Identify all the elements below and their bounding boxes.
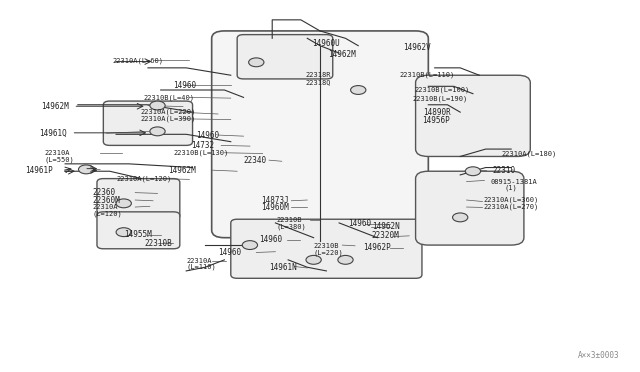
FancyBboxPatch shape <box>97 212 180 249</box>
Text: (L=380): (L=380) <box>276 223 307 230</box>
Circle shape <box>306 256 321 264</box>
Text: 22310A: 22310A <box>186 257 212 264</box>
Text: 14873J: 14873J <box>261 196 289 205</box>
Text: A××3±0003: A××3±0003 <box>578 350 620 359</box>
Text: 22310B: 22310B <box>276 217 302 223</box>
Circle shape <box>116 228 131 237</box>
Text: 22310A(L=360): 22310A(L=360) <box>484 197 539 203</box>
Text: 22318Q: 22318Q <box>306 79 332 85</box>
Text: 14960U: 14960U <box>312 39 340 48</box>
Text: 22310: 22310 <box>492 166 515 174</box>
Text: 14961P: 14961P <box>26 166 53 174</box>
Text: 14962N: 14962N <box>372 222 400 231</box>
Text: 22310B: 22310B <box>145 239 173 248</box>
Text: 22320M: 22320M <box>371 231 399 240</box>
Text: 14960M: 14960M <box>261 202 289 212</box>
Text: 14956P: 14956P <box>422 116 450 125</box>
Text: (L=220): (L=220) <box>314 249 344 256</box>
Circle shape <box>351 86 366 94</box>
Circle shape <box>79 165 94 174</box>
Text: 22310A(L=120): 22310A(L=120) <box>116 175 172 182</box>
Text: 22310B(L=190): 22310B(L=190) <box>412 96 468 102</box>
FancyBboxPatch shape <box>415 171 524 245</box>
Text: 22360M: 22360M <box>93 196 120 205</box>
Text: 14960: 14960 <box>173 81 196 90</box>
Text: 22310B(L=130): 22310B(L=130) <box>173 150 228 156</box>
Text: 14962M: 14962M <box>41 102 68 111</box>
FancyBboxPatch shape <box>212 31 428 238</box>
Text: 14732: 14732 <box>191 141 214 150</box>
Circle shape <box>248 58 264 67</box>
Text: 22310A(L=60): 22310A(L=60) <box>113 57 164 64</box>
Text: 14962M: 14962M <box>168 166 196 174</box>
Text: 14960: 14960 <box>196 131 219 140</box>
Text: 22340: 22340 <box>244 155 267 165</box>
Circle shape <box>452 213 468 222</box>
Text: 08915-1381A: 08915-1381A <box>491 179 538 185</box>
Text: 22310B(L=100): 22310B(L=100) <box>414 87 470 93</box>
Circle shape <box>116 199 131 208</box>
FancyBboxPatch shape <box>237 35 333 79</box>
Text: 22318R: 22318R <box>306 72 332 78</box>
Text: 14962P: 14962P <box>363 243 390 252</box>
Circle shape <box>338 256 353 264</box>
Text: (L=550): (L=550) <box>45 156 74 163</box>
Text: 22310B(L=40): 22310B(L=40) <box>143 94 195 101</box>
Text: 14961N: 14961N <box>269 263 297 272</box>
Text: 22310B: 22310B <box>314 243 339 249</box>
Circle shape <box>150 127 165 136</box>
Text: (L=110): (L=110) <box>186 264 216 270</box>
FancyBboxPatch shape <box>97 179 180 219</box>
Text: 22310A(L=220): 22310A(L=220) <box>140 109 196 115</box>
Text: 22310A(L=390): 22310A(L=390) <box>140 116 196 122</box>
Text: 14955M: 14955M <box>124 230 152 239</box>
Text: (1): (1) <box>505 185 518 191</box>
Text: 14961Q: 14961Q <box>40 129 67 138</box>
Text: 14890R: 14890R <box>423 108 451 117</box>
Text: 22310B(L=110): 22310B(L=110) <box>399 72 455 78</box>
Text: 22310A(L=270): 22310A(L=270) <box>484 204 539 210</box>
Text: 14960: 14960 <box>218 248 241 257</box>
Text: (L=120): (L=120) <box>93 211 122 217</box>
FancyBboxPatch shape <box>231 219 422 278</box>
Text: 22310A(L=180): 22310A(L=180) <box>502 150 557 157</box>
Text: 14962V: 14962V <box>403 43 431 52</box>
Text: 22360: 22360 <box>93 188 116 197</box>
Circle shape <box>150 101 165 110</box>
FancyBboxPatch shape <box>103 101 193 145</box>
Text: 22310A: 22310A <box>93 204 118 210</box>
Text: 14962M: 14962M <box>328 51 356 60</box>
Text: 14960: 14960 <box>259 235 283 244</box>
Circle shape <box>465 167 481 176</box>
Text: 22310A: 22310A <box>45 150 70 156</box>
Text: 14960: 14960 <box>348 219 371 228</box>
Circle shape <box>243 241 257 250</box>
FancyBboxPatch shape <box>415 75 531 157</box>
